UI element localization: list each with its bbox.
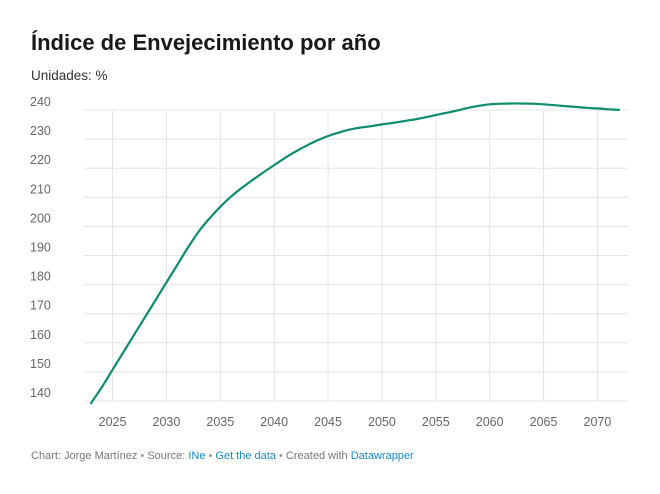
- footer-separator: •: [137, 450, 148, 462]
- chart-footer: Chart: Jorge Martínez • Source: INe • Ge…: [31, 450, 414, 462]
- chart-title: Índice de Envejecimiento por año: [31, 30, 381, 55]
- x-tick-label: 2030: [153, 415, 181, 429]
- footer-separator: •: [275, 450, 286, 462]
- series-line: [89, 102, 621, 405]
- source-link[interactable]: INe: [188, 450, 206, 462]
- y-tick-label: 240: [30, 95, 51, 109]
- x-tick-label: 2025: [99, 415, 127, 429]
- get-data-link[interactable]: Get the data: [215, 450, 276, 462]
- datawrapper-link[interactable]: Datawrapper: [350, 450, 414, 462]
- x-tick-label: 2070: [584, 415, 612, 429]
- x-tick-label: 2065: [530, 415, 558, 429]
- y-tick-label: 190: [30, 241, 51, 255]
- x-tick-label: 2050: [368, 415, 396, 429]
- series-layer: [89, 102, 621, 405]
- y-tick-label: 180: [30, 270, 51, 284]
- y-tick-label: 170: [30, 299, 51, 313]
- y-tick-label: 160: [30, 328, 51, 342]
- source-label: Source:: [147, 450, 189, 462]
- y-tick-label: 200: [30, 211, 51, 225]
- x-tick-label: 2055: [422, 415, 450, 429]
- x-tick-label: 2045: [314, 415, 342, 429]
- chart-author: Chart: Jorge Martínez: [31, 450, 138, 462]
- y-tick-label: 220: [30, 153, 51, 167]
- y-axis-ticks: 140 150 160 170 180 190 200 210 220 230 240: [30, 95, 51, 400]
- y-tick-label: 230: [30, 124, 51, 138]
- created-with-label: Created with: [285, 450, 351, 462]
- x-tick-label: 2035: [206, 415, 234, 429]
- chart-subtitle: Unidades: %: [31, 68, 108, 83]
- x-tick-label: 2040: [260, 415, 288, 429]
- y-tick-label: 150: [30, 357, 51, 371]
- x-axis-ticks: 2025 2030 2035 2040 2045 2050 2055 2060 2065 2070: [99, 415, 612, 429]
- grid-lines: [84, 109, 628, 402]
- y-tick-label: 210: [30, 182, 51, 196]
- footer-separator: •: [205, 450, 216, 462]
- x-tick-label: 2060: [476, 415, 504, 429]
- y-tick-label: 140: [30, 386, 51, 400]
